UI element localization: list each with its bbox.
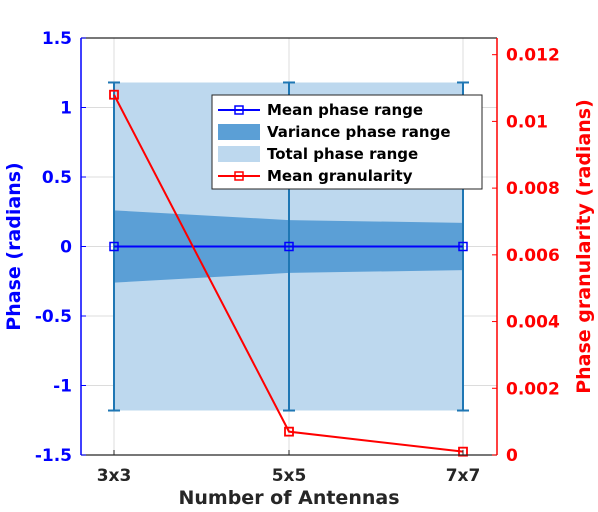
point-mean-granularity bbox=[284, 426, 294, 437]
tick-label-left: 0.5 bbox=[42, 168, 72, 188]
tick-label-right: 0.006 bbox=[506, 246, 560, 266]
tick-label-left: 1 bbox=[60, 99, 72, 119]
tick-labels: 1.5 1 0.5 0 -0.5 -1 -1.5 0.012 0.01 0.008 0.006 0.0… bbox=[35, 29, 560, 486]
point-mean-phase-range bbox=[109, 241, 119, 252]
tick-label-x: 3x3 bbox=[97, 466, 132, 486]
tick-label-right: 0.01 bbox=[506, 112, 548, 132]
x-axis-label: Number of Antennas bbox=[178, 487, 399, 509]
tick-label-left: -1.5 bbox=[35, 446, 72, 466]
point-mean-granularity bbox=[109, 89, 119, 100]
y-axis-left-label: Phase (radians) bbox=[3, 162, 25, 330]
legend-label: Mean phase range bbox=[267, 101, 423, 119]
tick-label-right: 0.004 bbox=[506, 313, 560, 333]
point-mean-phase-range bbox=[458, 241, 468, 252]
y-axis-right-label: Phase granularity (radians) bbox=[573, 99, 595, 394]
legend-swatch-marker bbox=[234, 171, 244, 181]
series-line-mean-granularity bbox=[113, 94, 464, 453]
tick-label-left: -1 bbox=[53, 377, 72, 397]
tick-label-right: 0.002 bbox=[506, 379, 560, 399]
legend-label: Variance phase range bbox=[267, 123, 451, 141]
tick-label-right: 0.012 bbox=[506, 46, 560, 66]
tick-label-left: 0 bbox=[60, 238, 72, 258]
legend-label: Total phase range bbox=[267, 145, 418, 163]
tick-label-left: 1.5 bbox=[42, 29, 72, 49]
tick-label-x: 7x7 bbox=[446, 466, 481, 486]
tick-label-x: 5x5 bbox=[272, 466, 307, 486]
point-mean-phase-range bbox=[284, 241, 294, 252]
legend-label: Mean granularity bbox=[267, 167, 413, 185]
legend-swatch bbox=[218, 146, 260, 162]
legend: Mean phase range Variance phase range Tota… bbox=[211, 94, 483, 190]
tick-label-right: 0.008 bbox=[506, 179, 560, 199]
legend-swatch-marker bbox=[234, 105, 244, 115]
legend-swatch bbox=[218, 124, 260, 140]
series-lines bbox=[109, 89, 468, 457]
tick-label-left: -0.5 bbox=[35, 307, 72, 327]
tick-label-right: 0 bbox=[506, 446, 518, 466]
point-mean-granularity bbox=[458, 446, 468, 457]
